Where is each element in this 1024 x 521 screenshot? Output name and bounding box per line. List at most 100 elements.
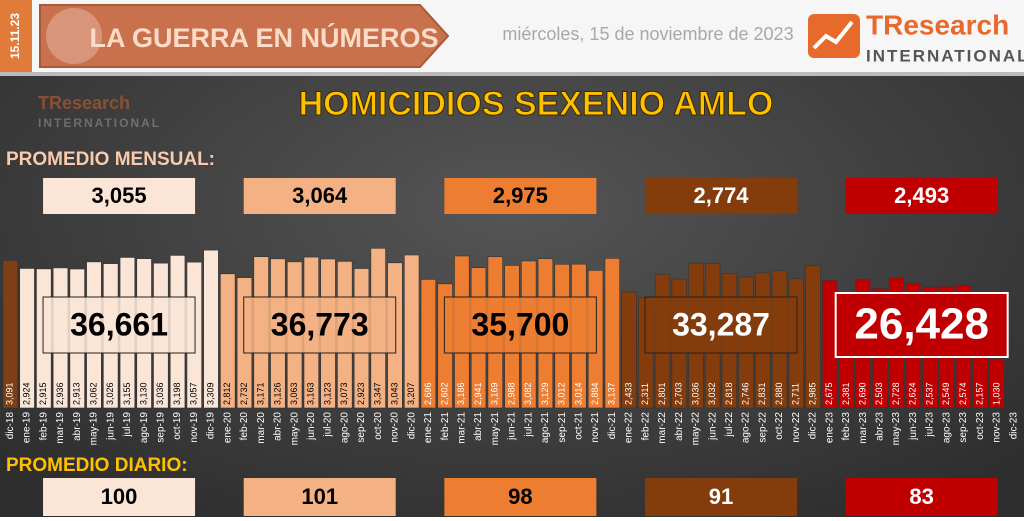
x-tick-label: ago-23 xyxy=(941,412,952,444)
x-tick-label: feb-21 xyxy=(440,412,451,441)
value-label: 2,923 xyxy=(356,382,366,405)
value-label: 2,574 xyxy=(958,382,968,405)
total-box xyxy=(42,296,196,354)
monthly-average-box xyxy=(43,178,196,214)
monthly-average: 3,055 xyxy=(92,183,147,208)
value-label: 3,347 xyxy=(373,382,383,405)
daily-average: 83 xyxy=(909,484,933,509)
x-tick-label: abr-19 xyxy=(72,412,83,441)
x-tick-label: ene-20 xyxy=(222,412,233,444)
value-label: 2,433 xyxy=(623,382,633,405)
value-label: 3,082 xyxy=(523,382,533,405)
date: miércoles, 15 de noviembre de 2023 xyxy=(502,24,793,44)
x-tick-label: dic-22 xyxy=(808,412,819,440)
value-label: 3,014 xyxy=(573,382,583,405)
value-label: 2,690 xyxy=(858,382,868,405)
value-label: 2,732 xyxy=(239,382,249,405)
value-label: 3,123 xyxy=(322,382,332,405)
bar xyxy=(2,260,19,409)
x-tick-label: ago-19 xyxy=(139,412,150,444)
value-label: 2,812 xyxy=(222,382,232,405)
total-box xyxy=(834,292,1009,358)
banner xyxy=(39,4,450,68)
x-tick-label: jul-22 xyxy=(724,412,735,438)
value-label: 3,036 xyxy=(690,382,700,405)
x-tick-label: mar-23 xyxy=(858,412,869,444)
x-tick-label: dic-23 xyxy=(1008,412,1019,440)
daily-average-box xyxy=(243,478,396,516)
value-label: 2,703 xyxy=(674,382,684,405)
value-label: 3,169 xyxy=(490,382,500,405)
x-tick-label: ago-22 xyxy=(741,412,752,444)
value-label: 1,030 xyxy=(991,382,1001,405)
value-label: 3,026 xyxy=(105,382,115,405)
x-tick-label: mar-20 xyxy=(256,412,267,444)
monthly-average-box xyxy=(243,178,396,214)
monthly-average-box xyxy=(444,178,597,214)
daily-average: 98 xyxy=(508,484,532,509)
bar xyxy=(220,273,236,409)
value-label: 2,624 xyxy=(908,382,918,405)
value-label: 2,675 xyxy=(824,382,834,405)
x-tick-label: ene-19 xyxy=(22,412,33,444)
date-stamp: 15.11.23 xyxy=(8,13,22,59)
x-tick-label: mar-21 xyxy=(456,412,467,444)
value-label: 2,746 xyxy=(740,382,750,405)
value-label: 2,503 xyxy=(874,382,884,405)
date-strip xyxy=(0,0,32,72)
x-tick-label: abr-22 xyxy=(674,412,685,441)
x-tick-label: abr-21 xyxy=(473,412,484,441)
logo-icon xyxy=(808,14,860,58)
x-tick-label: jul-21 xyxy=(523,412,534,438)
value-label: 2,913 xyxy=(72,382,82,405)
x-tick-label: oct-22 xyxy=(774,412,785,440)
x-tick-label: nov-19 xyxy=(189,412,200,443)
header-rule xyxy=(0,72,1024,76)
value-label: 3,057 xyxy=(189,382,199,405)
value-label: 3,137 xyxy=(607,382,617,405)
x-tick-label: jun-19 xyxy=(105,412,116,441)
x-tick-label: may-19 xyxy=(89,412,100,446)
daily-average-box xyxy=(845,478,998,516)
monthly-average: 2,975 xyxy=(493,183,548,208)
daily-average: 91 xyxy=(709,484,733,509)
logo-arrow xyxy=(812,20,854,50)
daily-average-label: PROMEDIO DIARIO: xyxy=(6,455,188,476)
value-label: 2,728 xyxy=(891,382,901,405)
x-tick-label: jun-21 xyxy=(507,412,518,441)
x-tick-label: nov-21 xyxy=(590,412,601,443)
value-label: 3,129 xyxy=(540,382,550,405)
value-label: 3,309 xyxy=(205,382,215,405)
daily-average-box xyxy=(444,478,597,516)
bar xyxy=(203,249,219,409)
bar xyxy=(989,358,1005,409)
watermark-name: TResearch xyxy=(38,93,130,113)
value-label: 3,207 xyxy=(406,382,416,405)
x-tick-label: oct-23 xyxy=(975,412,986,440)
bar xyxy=(621,291,637,409)
value-label: 2,711 xyxy=(791,383,801,405)
daily-average: 101 xyxy=(301,484,338,509)
value-label: 2,602 xyxy=(439,382,449,405)
value-label: 2,941 xyxy=(473,382,483,405)
x-tick-label: nov-22 xyxy=(791,412,802,443)
bar xyxy=(420,279,437,409)
x-tick-label: jun-22 xyxy=(707,412,718,441)
x-tick-label: sep-22 xyxy=(757,412,768,443)
daily-average: 100 xyxy=(101,484,138,509)
value-label: 2,936 xyxy=(55,382,65,405)
value-label: 3,130 xyxy=(139,382,149,405)
x-tick-label: may-20 xyxy=(289,412,300,446)
value-label: 3,155 xyxy=(122,382,132,405)
banner-emblem xyxy=(46,8,102,64)
value-label: 2,915 xyxy=(38,382,48,405)
total: 26,428 xyxy=(854,300,989,349)
total: 35,700 xyxy=(471,306,569,342)
value-label: 2,880 xyxy=(774,382,784,405)
x-tick-label: ene-22 xyxy=(624,412,635,444)
value-label: 2,801 xyxy=(657,382,667,405)
value-label: 3,171 xyxy=(256,382,266,405)
bar xyxy=(805,265,821,409)
logo-name: TResearch xyxy=(866,9,1009,40)
x-tick-label: feb-22 xyxy=(640,412,651,441)
